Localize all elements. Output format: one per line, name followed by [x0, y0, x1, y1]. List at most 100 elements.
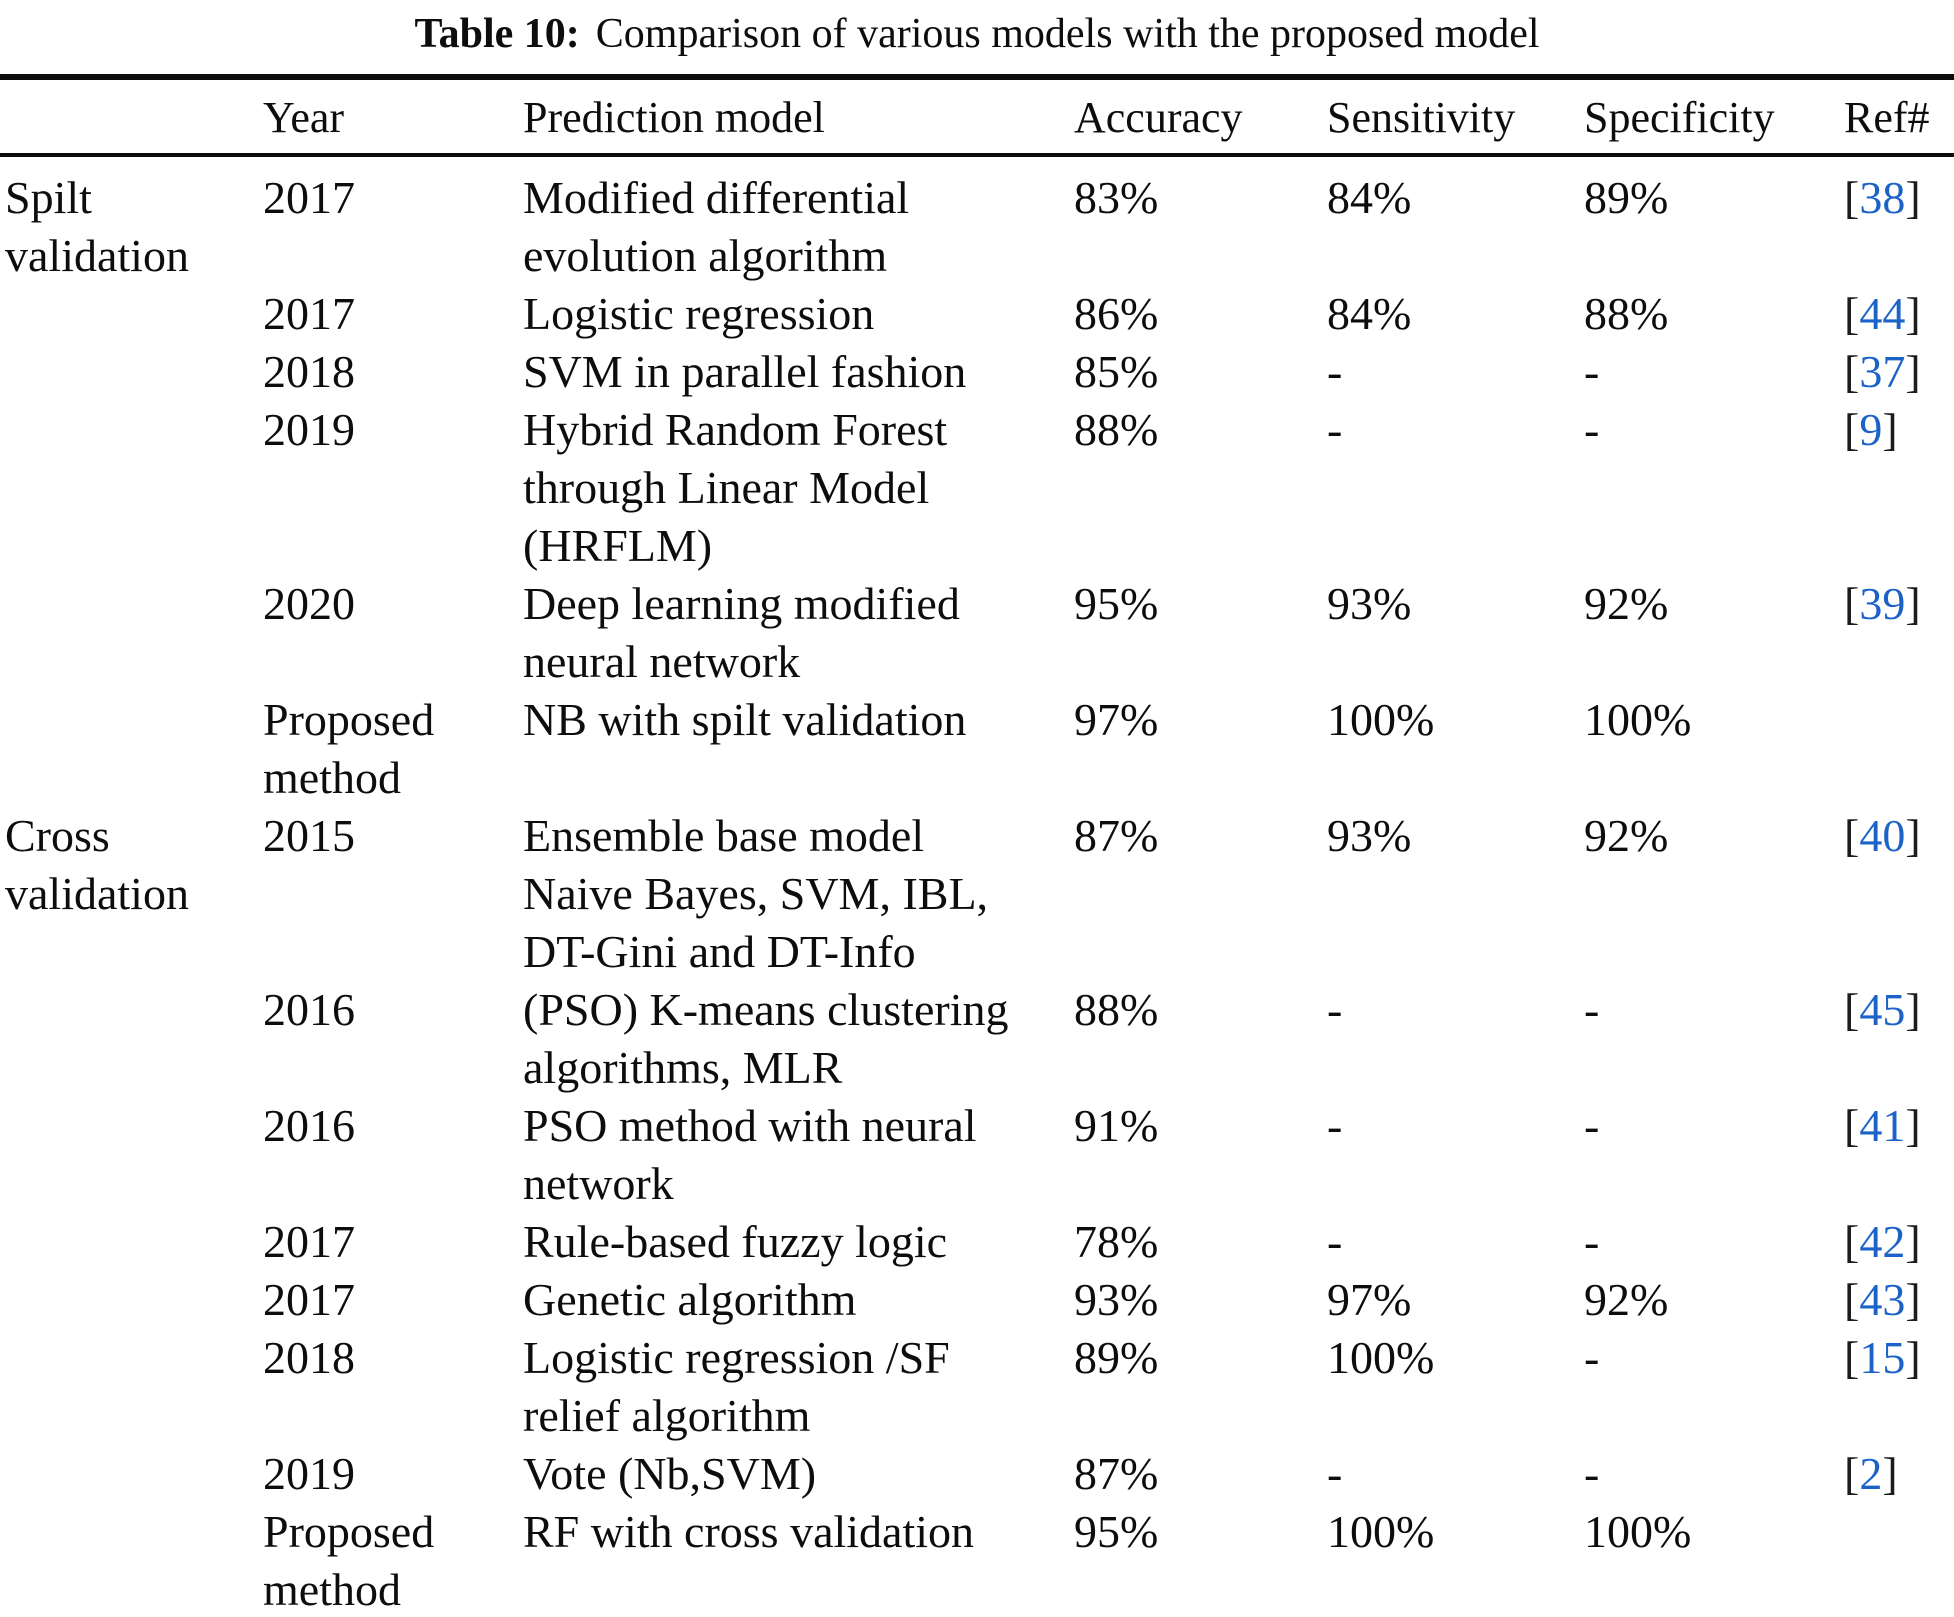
accuracy-cell: 87%: [1074, 1448, 1159, 1499]
citation-bracket-open: [: [1844, 984, 1860, 1035]
specificity-cell: 92%: [1584, 1274, 1669, 1325]
citation-link[interactable]: 15: [1859, 1332, 1906, 1383]
citation-bracket-open: [: [1844, 578, 1860, 629]
year-cell: 2017: [263, 288, 355, 339]
specificity-cell: 92%: [1584, 810, 1669, 861]
citation-link[interactable]: 44: [1859, 288, 1906, 339]
accuracy-cell: 86%: [1074, 288, 1159, 339]
sensitivity-cell: 93%: [1327, 578, 1412, 629]
group-cell: [0, 1503, 263, 1617]
model-cell: NB with spilt validation: [523, 694, 967, 745]
col-header-ref: Ref#: [1844, 77, 1954, 157]
citation-bracket-open: [: [1844, 1216, 1860, 1267]
specificity-cell: -: [1584, 1448, 1600, 1499]
sensitivity-cell: 100%: [1327, 694, 1435, 745]
citation-bracket-close: ]: [1905, 1332, 1921, 1383]
ref-cell: [43]: [1844, 1271, 1954, 1329]
year-cell: 2019: [263, 1448, 355, 1499]
col-header-prediction-model: Prediction model: [523, 77, 1074, 157]
model-cell: (PSO) K-means clustering algorithms, MLR: [523, 984, 1009, 1093]
table-body: Spilt validation 2017 Modified differentia…: [0, 155, 1954, 1617]
table-row: 2017 Genetic algorithm 93% 97% 92% [43]: [0, 1271, 1954, 1329]
col-header-sensitivity: Sensitivity: [1327, 77, 1584, 157]
sensitivity-cell: 84%: [1327, 288, 1412, 339]
citation-bracket-open: [: [1844, 810, 1860, 861]
citation-link[interactable]: 2: [1859, 1448, 1883, 1499]
citation-link[interactable]: 38: [1859, 172, 1906, 223]
citation-bracket-close: ]: [1905, 1216, 1921, 1267]
citation-link[interactable]: 42: [1859, 1216, 1906, 1267]
table-caption: Table 10: Comparison of various models wi…: [0, 0, 1954, 68]
citation-bracket-open: [: [1844, 1274, 1860, 1325]
sensitivity-cell: 100%: [1327, 1506, 1435, 1557]
year-cell: Proposed method: [263, 694, 435, 803]
accuracy-cell: 97%: [1074, 694, 1159, 745]
citation-link[interactable]: 9: [1859, 404, 1883, 455]
model-cell: Deep learning modified neural network: [523, 578, 960, 687]
ref-cell: [42]: [1844, 1213, 1954, 1271]
sensitivity-cell: 97%: [1327, 1274, 1412, 1325]
specificity-cell: 100%: [1584, 1506, 1692, 1557]
model-cell: Hybrid Random Forest through Linear Mode…: [523, 404, 948, 571]
citation-bracket-close: ]: [1905, 172, 1921, 223]
citation-bracket-open: [: [1844, 288, 1860, 339]
sensitivity-cell: -: [1327, 1216, 1343, 1267]
citation-link[interactable]: 37: [1859, 346, 1906, 397]
group-cell: [0, 285, 263, 343]
citation-bracket-open: [: [1844, 172, 1860, 223]
citation-link[interactable]: 41: [1859, 1100, 1906, 1151]
table-caption-label: Table 10:: [414, 11, 580, 57]
col-header-year: Year: [263, 77, 523, 157]
sensitivity-cell: -: [1327, 984, 1343, 1035]
citation-bracket-open: [: [1844, 1448, 1860, 1499]
accuracy-cell: 87%: [1074, 810, 1159, 861]
model-cell: RF with cross validation: [523, 1506, 975, 1557]
sensitivity-cell: 93%: [1327, 810, 1412, 861]
model-cell: Vote (Nb,SVM): [523, 1448, 817, 1499]
table-row: 2019 Vote (Nb,SVM) 87% - - [2]: [0, 1445, 1954, 1503]
model-cell: PSO method with neural network: [523, 1100, 977, 1209]
citation-link[interactable]: 39: [1859, 578, 1906, 629]
ref-cell: [40]: [1844, 807, 1954, 981]
table-row: 2017 Rule-based fuzzy logic 78% - - [42]: [0, 1213, 1954, 1271]
citation-bracket-close: ]: [1905, 1100, 1921, 1151]
accuracy-cell: 95%: [1074, 1506, 1159, 1557]
group-cell: [0, 1445, 263, 1503]
accuracy-cell: 88%: [1074, 404, 1159, 455]
year-cell: 2018: [263, 346, 355, 397]
year-cell: 2019: [263, 404, 355, 455]
year-cell: 2016: [263, 984, 355, 1035]
group-cell: [0, 1271, 263, 1329]
ref-cell: [44]: [1844, 285, 1954, 343]
citation-link[interactable]: 45: [1859, 984, 1906, 1035]
accuracy-cell: 93%: [1074, 1274, 1159, 1325]
citation-link[interactable]: 40: [1859, 810, 1906, 861]
specificity-cell: 88%: [1584, 288, 1669, 339]
accuracy-cell: 85%: [1074, 346, 1159, 397]
group-cell: [0, 575, 263, 691]
ref-cell: [2]: [1844, 1445, 1954, 1503]
specificity-cell: 100%: [1584, 694, 1692, 745]
table-row: Cross validation 2015 Ensemble base model …: [0, 807, 1954, 981]
citation-link[interactable]: 43: [1859, 1274, 1906, 1325]
sensitivity-cell: 84%: [1327, 172, 1412, 223]
specificity-cell: 92%: [1584, 578, 1669, 629]
specificity-cell: -: [1584, 984, 1600, 1035]
ref-cell: [9]: [1844, 401, 1954, 575]
sensitivity-cell: -: [1327, 404, 1343, 455]
specificity-cell: -: [1584, 346, 1600, 397]
year-cell: 2015: [263, 810, 355, 861]
group-cell: [0, 1213, 263, 1271]
comparison-table: Year Prediction model Accuracy Sensitivi…: [0, 74, 1954, 1617]
ref-cell: [41]: [1844, 1097, 1954, 1213]
col-header-accuracy: Accuracy: [1074, 77, 1327, 157]
table-row: 2018 Logistic regression /SF relief algor…: [0, 1329, 1954, 1445]
citation-bracket-close: ]: [1882, 404, 1898, 455]
accuracy-cell: 89%: [1074, 1332, 1159, 1383]
group-cell: Spilt validation: [5, 172, 189, 281]
model-cell: Rule-based fuzzy logic: [523, 1216, 948, 1267]
group-cell: [0, 981, 263, 1097]
group-cell: [0, 401, 263, 575]
table-row: Proposed method NB with spilt validation 9…: [0, 691, 1954, 807]
